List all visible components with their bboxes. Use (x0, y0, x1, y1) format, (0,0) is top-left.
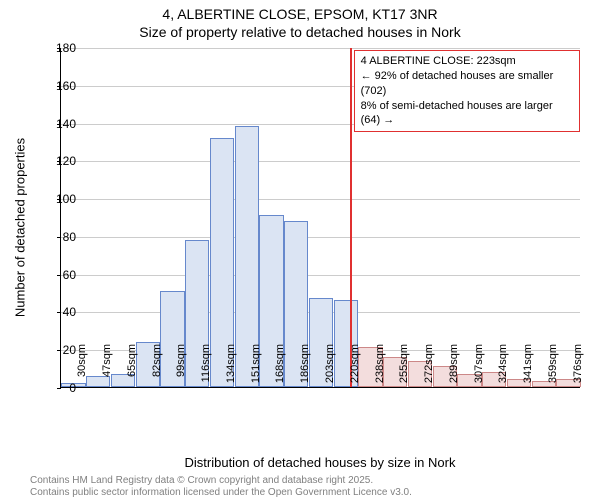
y-tick-label: 140 (46, 118, 76, 130)
annotation-line: 8% of semi-detached houses are larger (6… (361, 99, 573, 129)
x-tick-label: 289sqm (448, 344, 460, 383)
chart-title-sub: Size of property relative to detached ho… (0, 24, 600, 40)
x-tick-label: 151sqm (250, 344, 262, 383)
y-tick-label: 160 (46, 80, 76, 92)
x-tick-label: 341sqm (522, 344, 534, 383)
chart-title-main: 4, ALBERTINE CLOSE, EPSOM, KT17 3NR (0, 6, 600, 22)
y-tick-label: 0 (46, 382, 76, 394)
footer-line-2: Contains public sector information licen… (30, 487, 412, 498)
x-tick-label: 168sqm (274, 344, 286, 383)
x-tick-label: 307sqm (473, 344, 485, 383)
gridline (61, 161, 580, 162)
y-tick-label: 120 (46, 155, 76, 167)
x-tick-label: 30sqm (76, 344, 88, 377)
x-tick-label: 376sqm (572, 344, 584, 383)
gridline (61, 237, 580, 238)
x-tick-label: 134sqm (225, 344, 237, 383)
x-tick-label: 99sqm (175, 344, 187, 377)
y-tick-label: 180 (46, 42, 76, 54)
y-tick-label: 100 (46, 193, 76, 205)
gridline (61, 48, 580, 49)
x-tick-label: 47sqm (101, 344, 113, 377)
x-tick-label: 186sqm (299, 344, 311, 383)
annotation-line: 4 ALBERTINE CLOSE: 223sqm (361, 54, 573, 69)
x-tick-label: 65sqm (126, 344, 138, 377)
y-axis-label: Number of detached properties (13, 128, 28, 328)
y-tick-label: 60 (46, 269, 76, 281)
histogram-bar (86, 376, 110, 387)
x-tick-label: 255sqm (398, 344, 410, 383)
y-tick-label: 40 (46, 306, 76, 318)
x-tick-label: 272sqm (423, 344, 435, 383)
marker-line (350, 48, 352, 387)
x-axis-label: Distribution of detached houses by size … (60, 455, 580, 470)
footer-line-1: Contains HM Land Registry data © Crown c… (30, 475, 373, 486)
annotation-line: ← 92% of detached houses are smaller (70… (361, 69, 573, 99)
x-tick-label: 359sqm (547, 344, 559, 383)
annotation-box: 4 ALBERTINE CLOSE: 223sqm← 92% of detach… (354, 50, 580, 132)
y-tick-label: 80 (46, 231, 76, 243)
y-tick-label: 20 (46, 344, 76, 356)
gridline (61, 199, 580, 200)
x-tick-label: 203sqm (324, 344, 336, 383)
x-tick-label: 220sqm (349, 344, 361, 383)
chart-container: 4, ALBERTINE CLOSE, EPSOM, KT17 3NR Size… (0, 0, 600, 500)
plot-area: 4 ALBERTINE CLOSE: 223sqm← 92% of detach… (60, 48, 580, 388)
x-tick-label: 238sqm (374, 344, 386, 383)
x-tick-label: 116sqm (200, 344, 212, 382)
gridline (61, 275, 580, 276)
x-tick-label: 82sqm (151, 344, 163, 377)
x-tick-label: 324sqm (497, 344, 509, 383)
